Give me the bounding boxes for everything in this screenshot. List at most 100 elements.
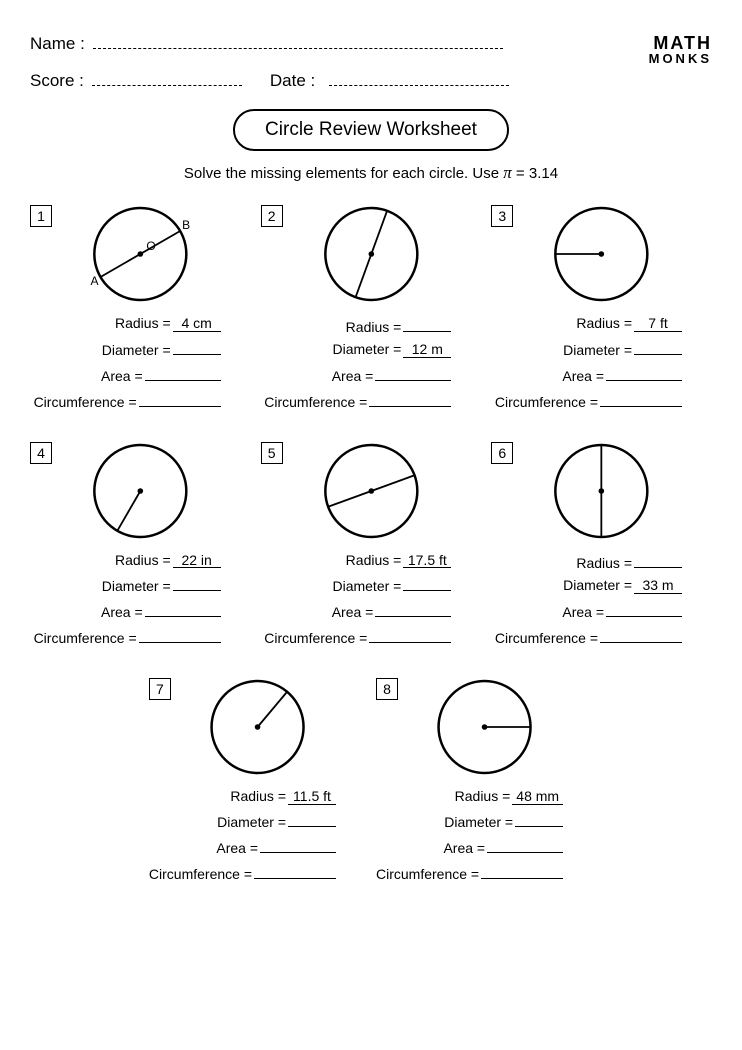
field-label: Area = [101,604,143,620]
field-blank[interactable] [481,862,563,879]
field-blank[interactable] [600,390,682,407]
field-row: Area = [149,836,366,856]
name-blank[interactable] [93,30,503,49]
field-label: Circumference = [495,394,598,410]
field-row: Area = [261,364,482,384]
field-row: Circumference = [491,626,712,646]
field-blank[interactable]: 22 in [173,552,221,569]
field-blank[interactable] [487,836,563,853]
field-blank[interactable] [139,626,221,643]
score-label: Score : [30,71,84,91]
field-blank[interactable] [634,552,682,569]
field-label: Diameter = [332,578,401,594]
field-blank[interactable] [600,626,682,643]
field-blank[interactable] [288,811,336,828]
field-label: Area = [562,368,604,384]
field-row: Circumference = [376,862,593,882]
problem-number: 1 [30,205,52,227]
field-label: Diameter = [563,342,632,358]
problem-number: 5 [261,442,283,464]
field-blank[interactable] [173,574,221,591]
field-row: Radius = 7 ft [491,315,712,332]
field-label: Diameter = [444,814,513,830]
field-row: Circumference = [149,862,366,882]
field-label: Area = [101,368,143,384]
field-label: Area = [443,840,485,856]
field-label: Circumference = [495,630,598,646]
field-blank[interactable]: 7 ft [634,315,682,332]
field-blank[interactable] [369,626,451,643]
field-blank[interactable] [139,390,221,407]
field-blank[interactable]: 17.5 ft [403,552,451,569]
logo: MATH MONKS [649,34,712,65]
pi-symbol: π [503,163,512,182]
problem-cell: 8 Radius = 48 mm Diameter = Area = Circu… [376,672,593,888]
field-blank[interactable] [403,574,451,591]
field-blank[interactable] [606,364,682,381]
field-row: Diameter = [491,338,712,358]
field-blank[interactable] [145,364,221,381]
field-blank[interactable]: 4 cm [173,315,221,332]
field-label: Area = [332,604,374,620]
field-label: Radius = [115,552,171,568]
score-blank[interactable] [92,68,242,87]
problem-number: 7 [149,678,171,700]
problem-fields: Radius = Diameter = 33 m Area = Circumfe… [491,552,712,652]
problem-number: 8 [376,678,398,700]
problem-cell: 7 Radius = 11.5 ft Diameter = Area = Cir… [149,672,366,888]
field-label: Area = [332,368,374,384]
field-label: Radius = [346,319,402,335]
field-blank[interactable] [515,811,563,828]
field-label: Radius = [346,552,402,568]
field-blank[interactable] [369,390,451,407]
field-blank[interactable] [254,862,336,879]
field-row: Circumference = [491,390,712,410]
problem-fields: Radius = 48 mm Diameter = Area = Circumf… [376,788,593,888]
field-blank[interactable] [375,600,451,617]
problem-fields: Radius = Diameter = 12 m Area = Circumfe… [261,315,482,415]
field-row: Radius = [261,315,482,335]
field-blank[interactable] [403,315,451,332]
date-label: Date : [270,71,315,91]
problem-cell: 6 Radius = Diameter = 33 m Area = Circum… [491,436,712,652]
field-blank[interactable]: 48 mm [512,788,563,805]
field-label: Radius = [115,315,171,331]
field-label: Diameter = [102,342,171,358]
field-label: Diameter = [332,341,401,357]
field-blank[interactable] [606,600,682,617]
field-blank[interactable]: 33 m [634,577,682,594]
field-label: Radius = [576,555,632,571]
field-label: Circumference = [34,394,137,410]
field-label: Radius = [455,788,511,804]
field-label: Circumference = [264,394,367,410]
field-blank[interactable] [375,364,451,381]
field-row: Circumference = [261,390,482,410]
date-blank[interactable] [329,68,509,87]
problem-number: 6 [491,442,513,464]
problems-grid: 1 ABO Radius = 4 cm Diameter = Area = Ci… [30,199,712,908]
field-label: Radius = [230,788,286,804]
field-blank[interactable]: 12 m [403,341,451,358]
field-row: Diameter = [149,811,366,831]
field-label: Area = [216,840,258,856]
problem-cell: 2 Radius = Diameter = 12 m Area = Circum… [261,199,482,415]
problem-fields: Radius = 11.5 ft Diameter = Area = Circu… [149,788,366,888]
problem-number: 2 [261,205,283,227]
svg-text:B: B [182,218,190,232]
field-row: Radius = 22 in [30,552,251,569]
field-blank[interactable] [260,836,336,853]
field-label: Area = [562,604,604,620]
field-label: Circumference = [264,630,367,646]
score-date-row: Score : Date : [30,68,712,92]
problem-fields: Radius = 4 cm Diameter = Area = Circumfe… [30,315,251,415]
field-row: Radius = [491,552,712,572]
field-blank[interactable] [145,600,221,617]
field-label: Diameter = [563,577,632,593]
field-blank[interactable] [173,338,221,355]
worksheet-title: Circle Review Worksheet [233,109,509,151]
field-row: Diameter = 33 m [491,577,712,594]
field-blank[interactable] [634,338,682,355]
field-row: Diameter = [376,811,593,831]
field-blank[interactable]: 11.5 ft [288,788,336,805]
field-row: Area = [491,364,712,384]
